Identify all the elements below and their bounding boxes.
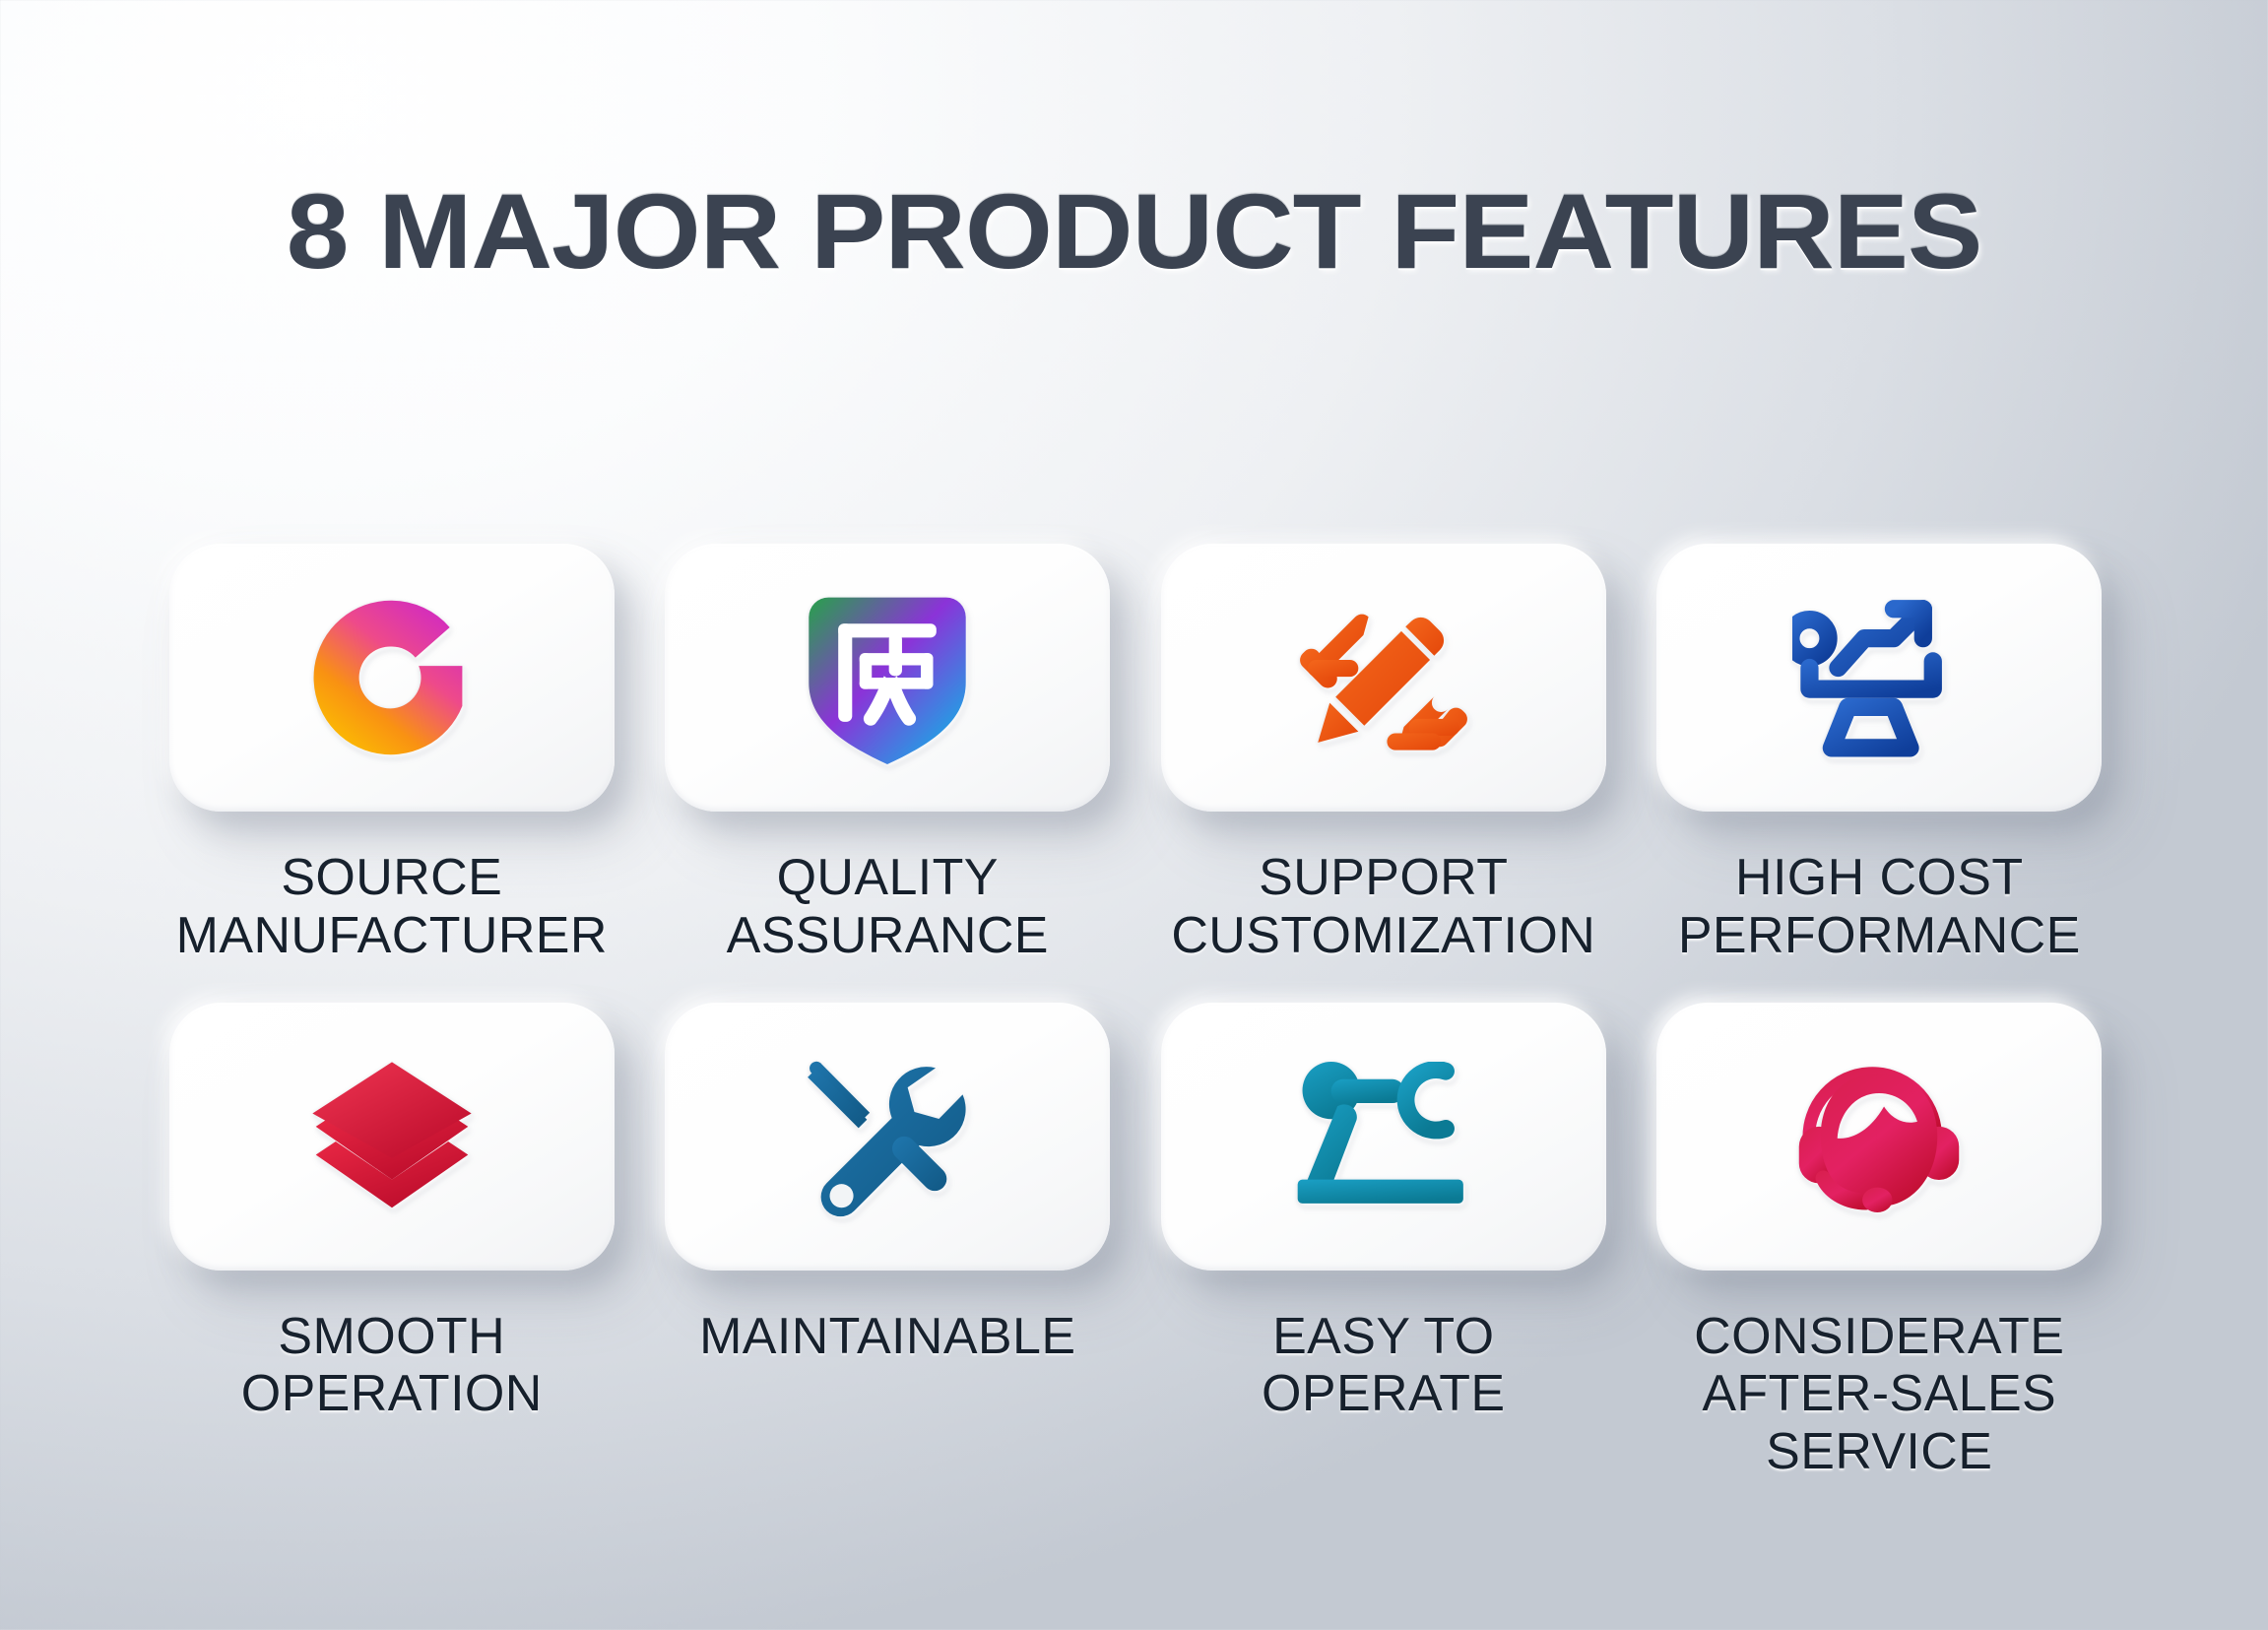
- page-title: 8 MAJOR PRODUCT FEATURES: [286, 171, 1983, 291]
- feature-item-smooth-operation[interactable]: SMOOTH OPERATION: [156, 1002, 628, 1481]
- feature-card[interactable]: [665, 1002, 1111, 1271]
- feature-label: SOURCE MANUFACTURER: [175, 849, 608, 964]
- features-grid: SOURCE MANUFACTURER: [156, 544, 2115, 1481]
- feature-label: MAINTAINABLE: [699, 1307, 1076, 1365]
- feature-label: HIGH COST PERFORMANCE: [1677, 849, 2081, 964]
- feature-item-quality-assurance[interactable]: QUALITY ASSURANCE: [652, 544, 1125, 965]
- feature-card[interactable]: [168, 544, 615, 812]
- feature-label: QUALITY ASSURANCE: [726, 849, 1049, 964]
- feature-item-easy-to-operate[interactable]: EASY TO OPERATE: [1147, 1002, 1620, 1481]
- feature-label: EASY TO OPERATE: [1262, 1307, 1506, 1423]
- wrench-screwdriver-icon: [803, 1052, 972, 1221]
- feature-card[interactable]: [665, 544, 1111, 812]
- feature-item-maintainable[interactable]: MAINTAINABLE: [652, 1002, 1125, 1481]
- robotic-arm-icon: [1297, 1061, 1470, 1211]
- circular-ring-icon: [308, 594, 476, 761]
- feature-card[interactable]: [1160, 544, 1606, 812]
- feature-label: SMOOTH OPERATION: [240, 1307, 543, 1423]
- feature-card[interactable]: [1656, 544, 2103, 812]
- feature-item-high-cost-performance[interactable]: HIGH COST PERFORMANCE: [1644, 544, 2116, 965]
- balance-scale-arrow-icon: [1792, 596, 1966, 759]
- pencil-customization-icon: [1296, 593, 1471, 762]
- stacked-layers-icon: [309, 1059, 475, 1214]
- feature-label: SUPPORT CUSTOMIZATION: [1171, 849, 1596, 964]
- customer-service-headset-icon: [1794, 1050, 1964, 1223]
- feature-item-source-manufacturer[interactable]: SOURCE MANUFACTURER: [156, 544, 628, 965]
- feature-item-after-sales-service[interactable]: CONSIDERATE AFTER-SALES SERVICE: [1644, 1002, 2116, 1481]
- feature-item-support-customization[interactable]: SUPPORT CUSTOMIZATION: [1147, 544, 1620, 965]
- feature-label: CONSIDERATE AFTER-SALES SERVICE: [1694, 1307, 2065, 1481]
- quality-shield-icon: [805, 591, 970, 764]
- feature-card[interactable]: [168, 1002, 615, 1271]
- feature-card[interactable]: [1160, 1002, 1606, 1271]
- feature-card[interactable]: [1656, 1002, 2103, 1271]
